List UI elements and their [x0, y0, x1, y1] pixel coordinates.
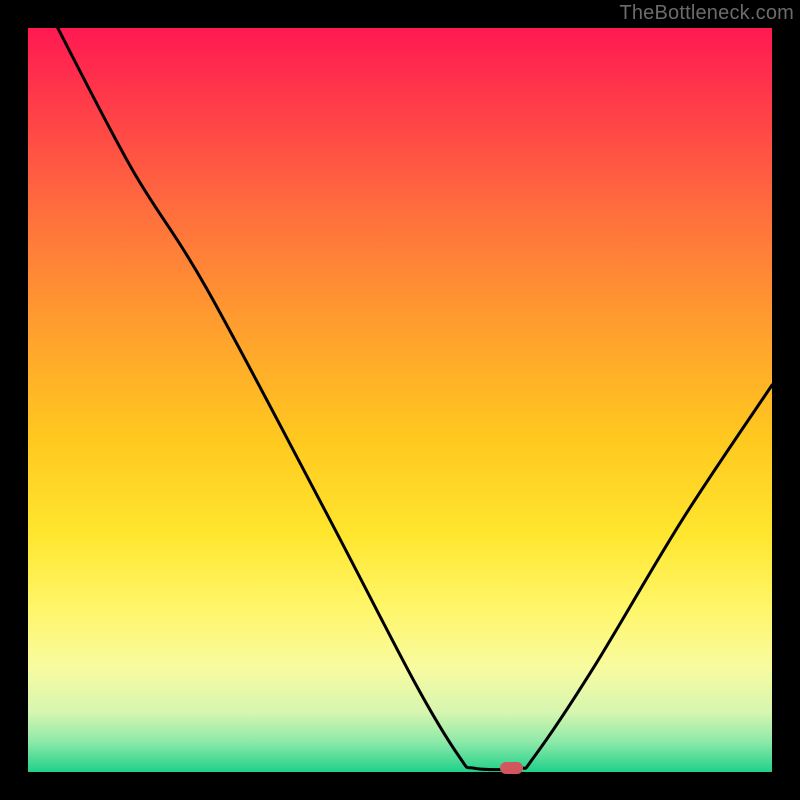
watermark-text: TheBottleneck.com — [619, 2, 794, 25]
chart-frame: TheBottleneck.com — [0, 0, 800, 800]
optimal-marker — [500, 762, 522, 774]
bottleneck-curve — [28, 28, 772, 772]
plot-area — [28, 28, 772, 772]
